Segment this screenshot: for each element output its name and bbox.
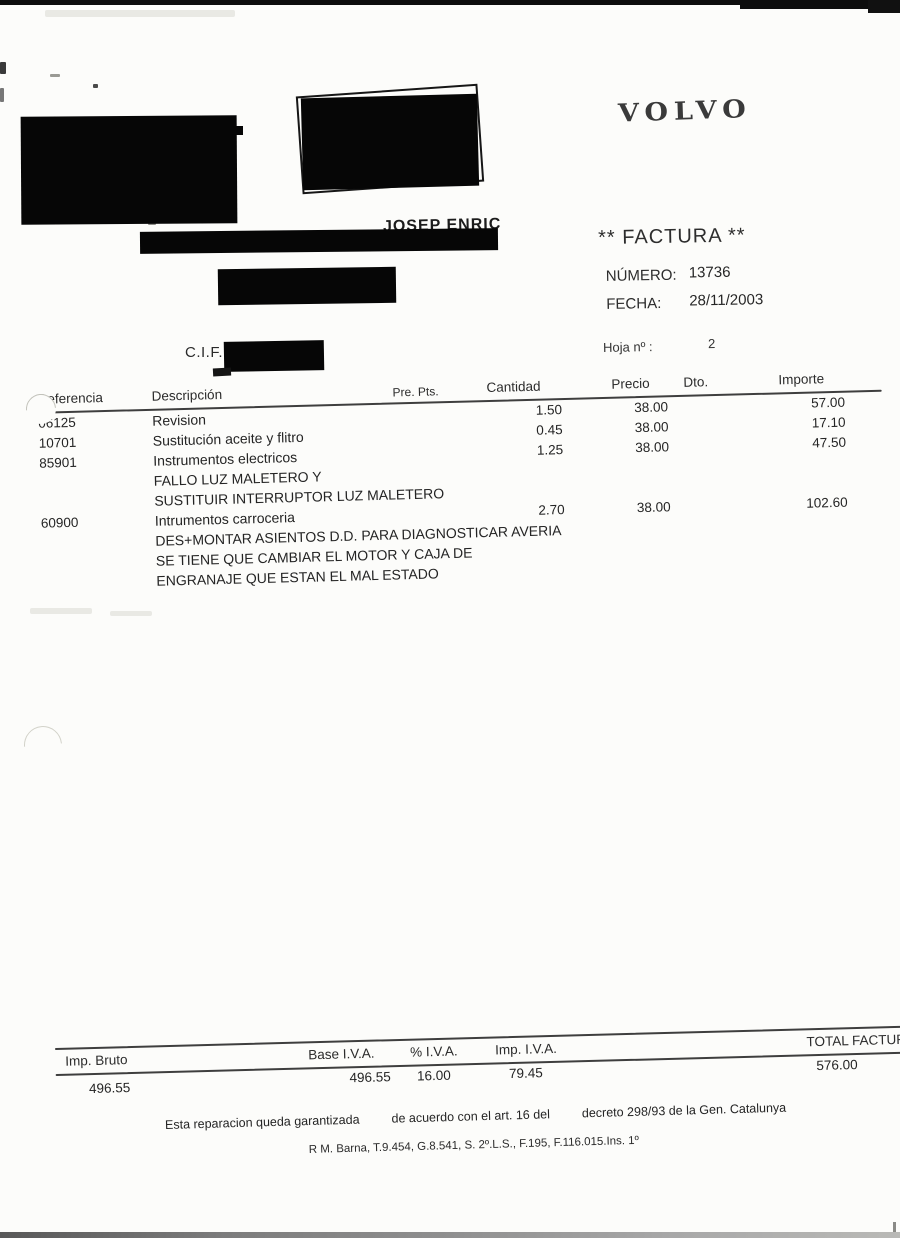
row-precio: 38.00 [635, 439, 670, 456]
scan-edge-top-right [740, 0, 900, 9]
scan-speck [0, 62, 6, 74]
col-header-precio: Precio [611, 375, 650, 392]
scan-corner-mark [893, 1222, 896, 1232]
row-precio: 38.00 [634, 419, 669, 436]
imp-iva-label: Imp. I.V.A. [494, 1040, 558, 1058]
scan-smudge [30, 608, 92, 614]
imp-bruto-value: 496.55 [88, 1080, 131, 1097]
fecha-label: FECHA: [606, 294, 662, 313]
warranty-line: Esta reparacion queda garantizada de acu… [165, 1101, 787, 1132]
pct-iva-value: 16.00 [416, 1067, 451, 1084]
scan-edge-top-corner [868, 0, 900, 13]
row-descripcion: Intrumentos carroceria [154, 509, 296, 529]
scan-speck [93, 84, 98, 88]
numero-value: 13736 [688, 263, 731, 282]
redaction-box-address [20, 115, 238, 225]
row-cantidad: 0.45 [536, 422, 563, 438]
cif-label: C.I.F. [185, 344, 224, 361]
invoice-title: ** FACTURA ** [597, 224, 746, 250]
row-cantidad: 1.50 [535, 402, 563, 418]
col-header-importe: Importe [778, 371, 825, 388]
warranty-text-3: decreto 298/93 de la Gen. Catalunya [581, 1100, 787, 1121]
redaction-bar-address2 [217, 266, 397, 306]
row-descripcion: Instrumentos electricos [153, 449, 298, 469]
col-header-descripcion: Descripción [151, 386, 223, 404]
row-descripcion: FALLO LUZ MALETERO Y [153, 468, 322, 489]
row-descripcion: Revision [152, 411, 207, 429]
row-referencia: 85901 [39, 454, 78, 471]
line-items-table: Referencia Descripción Pre. Pts. Cantida… [0, 328, 900, 613]
warranty-text-1: Esta reparacion queda garantizada [164, 1112, 360, 1132]
registry-line: R M. Barna, T.9.454, G.8.541, S. 2º.L.S.… [308, 1134, 639, 1156]
row-referencia: 10701 [38, 434, 77, 451]
total-factura-label: TOTAL FACTURA [806, 1031, 900, 1050]
warranty-text-2: de acuerdo con el art. 16 del [391, 1107, 551, 1126]
imp-bruto-label: Imp. Bruto [65, 1052, 128, 1069]
scan-edge-top [0, 0, 900, 5]
pct-iva-label: % I.V.A. [409, 1043, 458, 1060]
row-referencia: 60900 [40, 514, 79, 531]
row-descripcion: Sustitución aceite y flitro [152, 428, 304, 449]
row-importe: 47.50 [812, 434, 847, 451]
row-importe: 17.10 [811, 414, 846, 431]
row-importe: 102.60 [806, 494, 848, 511]
row-precio: 38.00 [634, 399, 669, 416]
total-factura-value: 576.00 [816, 1056, 858, 1074]
volvo-logo: VOLVO [617, 94, 753, 129]
scan-speck [0, 88, 4, 102]
scan-edge-bottom [0, 1232, 900, 1238]
scan-speck [50, 74, 60, 77]
row-cantidad: 1.25 [536, 442, 564, 458]
redaction-nub [233, 126, 243, 135]
scan-smudge [45, 10, 235, 17]
col-header-cantidad: Cantidad [486, 378, 541, 396]
redaction-box-stamp [300, 93, 480, 191]
punch-hole-bottom [16, 718, 70, 772]
imp-iva-value: 79.45 [508, 1065, 543, 1082]
redaction-bar-name [139, 228, 499, 254]
row-precio: 38.00 [636, 499, 671, 516]
numero-label: NÚMERO: [605, 266, 677, 285]
invoice-line-items: 06125 Revision 1.50 38.00 57.00 10701 Su… [0, 392, 900, 597]
base-iva-label: Base I.V.A. [308, 1045, 375, 1063]
row-importe: 57.00 [810, 394, 846, 411]
fecha-value: 28/11/2003 [689, 291, 764, 310]
row-cantidad: 2.70 [538, 502, 565, 518]
col-header-pre-pts: Pre. Pts. [392, 384, 439, 400]
scan-smudge [110, 611, 152, 616]
col-header-dto: Dto. [683, 374, 709, 390]
